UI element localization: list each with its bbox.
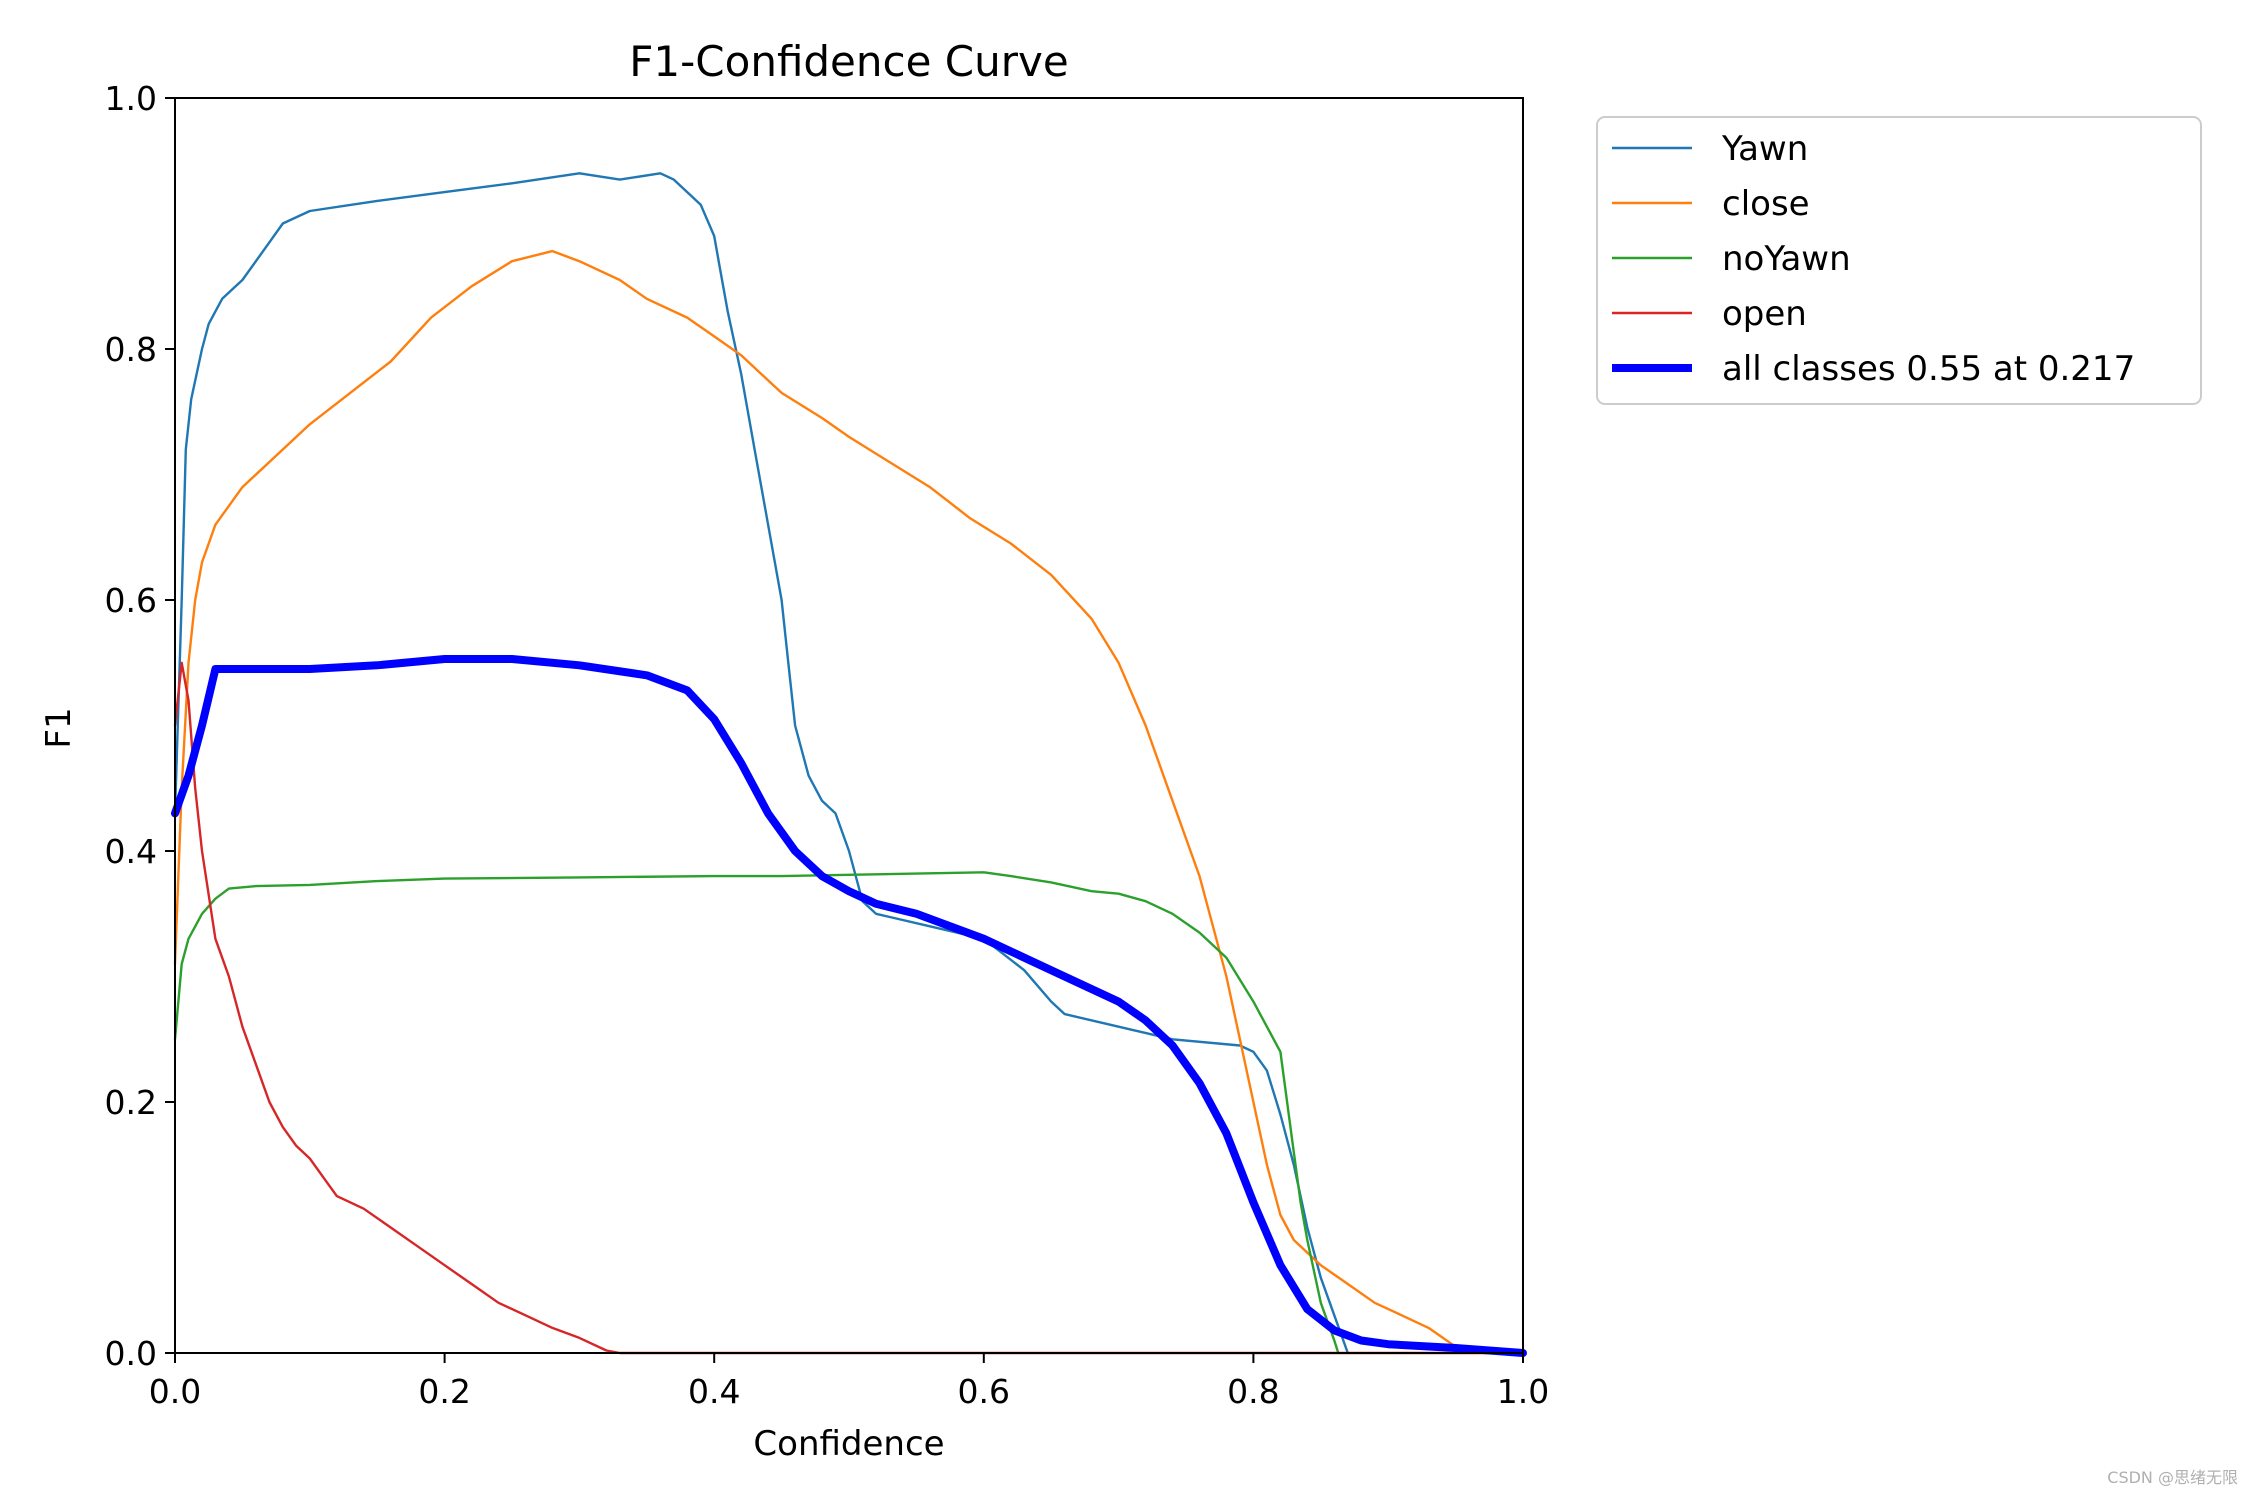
x-tick-label: 0.8 — [1227, 1372, 1279, 1411]
y-tick-label: 0.0 — [105, 1334, 157, 1373]
chart-title: F1-Confidence Curve — [629, 37, 1068, 86]
legend-label: Yawn — [1721, 129, 1808, 169]
x-tick-label: 1.0 — [1497, 1372, 1549, 1411]
y-axis-label: F1 — [39, 707, 79, 748]
x-axis-label: Confidence — [753, 1424, 944, 1464]
x-tick-label: 0.4 — [688, 1372, 740, 1411]
x-tick-label: 0.2 — [418, 1372, 470, 1411]
series-line-close — [173, 249, 1471, 1355]
series-line-noyawn — [173, 871, 1340, 1355]
y-tick-label: 1.0 — [105, 79, 157, 118]
watermark: CSDN @思绪无限 — [2107, 1468, 2238, 1487]
legend-label: noYawn — [1722, 239, 1851, 279]
legend-label: open — [1722, 294, 1807, 334]
legend: Yawn close noYawn open all classes 0.55 at 0… — [1596, 116, 2202, 405]
legend-items: Yawn close noYawn open all classes 0.55 at 0… — [1612, 129, 2135, 389]
series-line-all-classes-0-55-at-0-217 — [171, 655, 1527, 1357]
legend-label: all classes 0.55 at 0.217 — [1722, 349, 2135, 389]
series-line-open — [173, 661, 1525, 1355]
ticks-layer: 0.0 0.2 0.4 0.6 0.8 1.0 0.0 0.2 0.4 0.6 0.8 1.0 — [105, 79, 1550, 1411]
plot-frame — [174, 97, 1524, 1354]
series-line-yawn — [173, 172, 1349, 1355]
legend-box — [1596, 116, 2202, 405]
y-tick-label: 0.2 — [105, 1083, 157, 1122]
y-tick-label: 0.4 — [105, 832, 157, 871]
legend-label: close — [1722, 184, 1810, 224]
x-tick-label: 0.0 — [149, 1372, 201, 1411]
y-tick-label: 0.6 — [105, 581, 157, 620]
x-tick-label: 0.6 — [958, 1372, 1010, 1411]
y-tick-label: 0.8 — [105, 330, 157, 369]
series-layer — [171, 172, 1527, 1357]
